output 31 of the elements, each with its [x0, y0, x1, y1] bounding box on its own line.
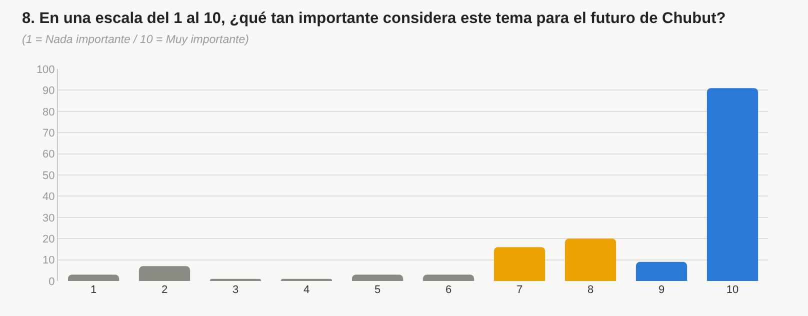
y-tick-label: 30: [42, 212, 55, 224]
bar: [494, 247, 546, 281]
x-tick-label: 7: [516, 284, 523, 296]
y-tick-label: 80: [42, 106, 55, 118]
x-tick-label: 3: [232, 284, 239, 296]
y-tick-label: 100: [36, 64, 55, 76]
bar: [68, 274, 120, 281]
bar: [138, 266, 190, 281]
chart-subtitle: (1 = Nada importante / 10 = Muy importante): [22, 34, 249, 46]
bar: [352, 274, 404, 281]
x-tick-label: 6: [445, 284, 452, 296]
bar: [706, 88, 758, 281]
y-tick-label: 90: [42, 85, 55, 98]
x-tick-label: 5: [374, 284, 381, 296]
x-tick-label: 8: [587, 284, 594, 296]
x-tick-label: 9: [658, 284, 665, 296]
y-tick-label: 20: [42, 233, 55, 246]
y-tick-label: 40: [42, 191, 55, 204]
y-tick-label: 60: [42, 148, 55, 161]
x-tick-label: 1: [90, 284, 97, 296]
x-tick-label: 4: [303, 284, 310, 296]
chart-title: 8. En una escala del 1 al 10, ¿qué tan importante considera este tema para el futuro de Chubut?: [22, 10, 726, 28]
y-tick-label: 0: [48, 276, 55, 288]
bar: [636, 262, 688, 281]
y-tick-label: 70: [42, 127, 55, 140]
bar: [564, 238, 616, 281]
bar: [422, 274, 474, 281]
x-tick-label: 10: [726, 284, 739, 296]
y-tick-label: 50: [42, 170, 55, 182]
x-tick-label: 2: [161, 284, 168, 296]
y-tick-label: 10: [42, 254, 55, 267]
